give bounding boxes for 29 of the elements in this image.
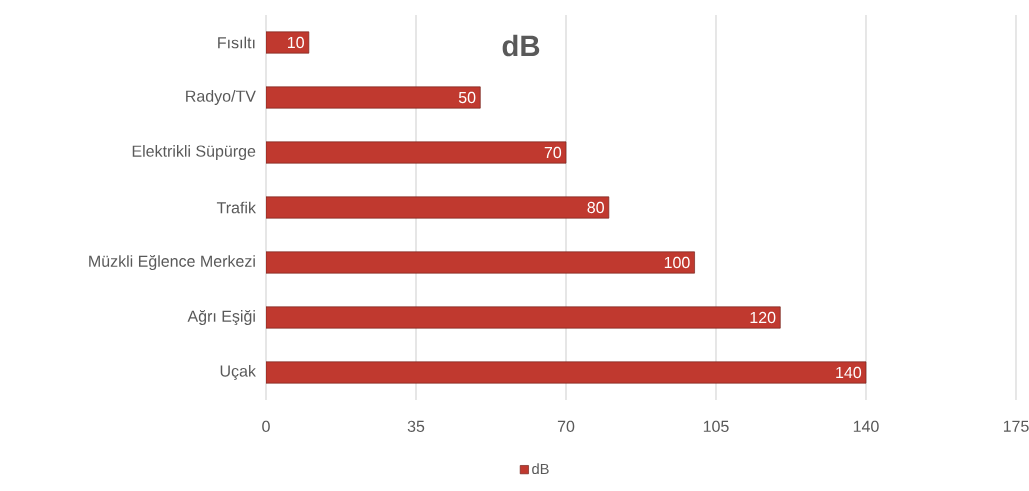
text: dB (502, 34, 540, 57)
data-label: 120 (750, 311, 776, 324)
y-tick-label: Müzkli Eğlence Merkezi (89, 254, 255, 271)
bar (266, 306, 781, 329)
x-tick-label: 105 (703, 420, 729, 433)
data-label: 140 (836, 366, 862, 379)
x-tick-label: 70 (557, 420, 575, 433)
y-tick-label: Fısıltı (218, 36, 255, 49)
bar (266, 251, 695, 274)
x-tick-label: 35 (407, 420, 425, 433)
data-label: 100 (664, 256, 690, 269)
x-tick-label: 175 (1003, 420, 1029, 432)
y-tick-label: Radyo/TV (186, 90, 256, 105)
bar (266, 86, 481, 109)
y-tick-label: Uçak (220, 365, 256, 380)
data-label: 50 (458, 91, 476, 104)
data-label: 10 (288, 36, 304, 49)
y-tick-label: Ağrı Eşiği (187, 309, 255, 326)
legend-label: dB (532, 463, 549, 475)
x-tick-label: 140 (853, 420, 879, 433)
bar (266, 196, 610, 219)
y-tick-label: Trafik (216, 201, 256, 214)
y-tick-label: Elektrikli Süpürge (132, 145, 256, 160)
data-label: 70 (544, 146, 562, 159)
bar (266, 141, 567, 164)
bar (266, 361, 867, 384)
data-label: 80 (587, 201, 604, 214)
bar (266, 31, 310, 54)
x-tick-label: 0 (262, 420, 270, 433)
